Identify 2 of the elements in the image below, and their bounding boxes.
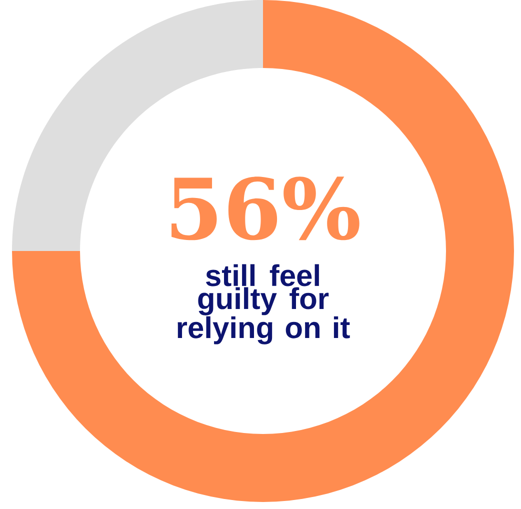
text: 56%	[172, 176, 360, 240]
text: still feel guilty for relying on it	[178, 264, 350, 344]
